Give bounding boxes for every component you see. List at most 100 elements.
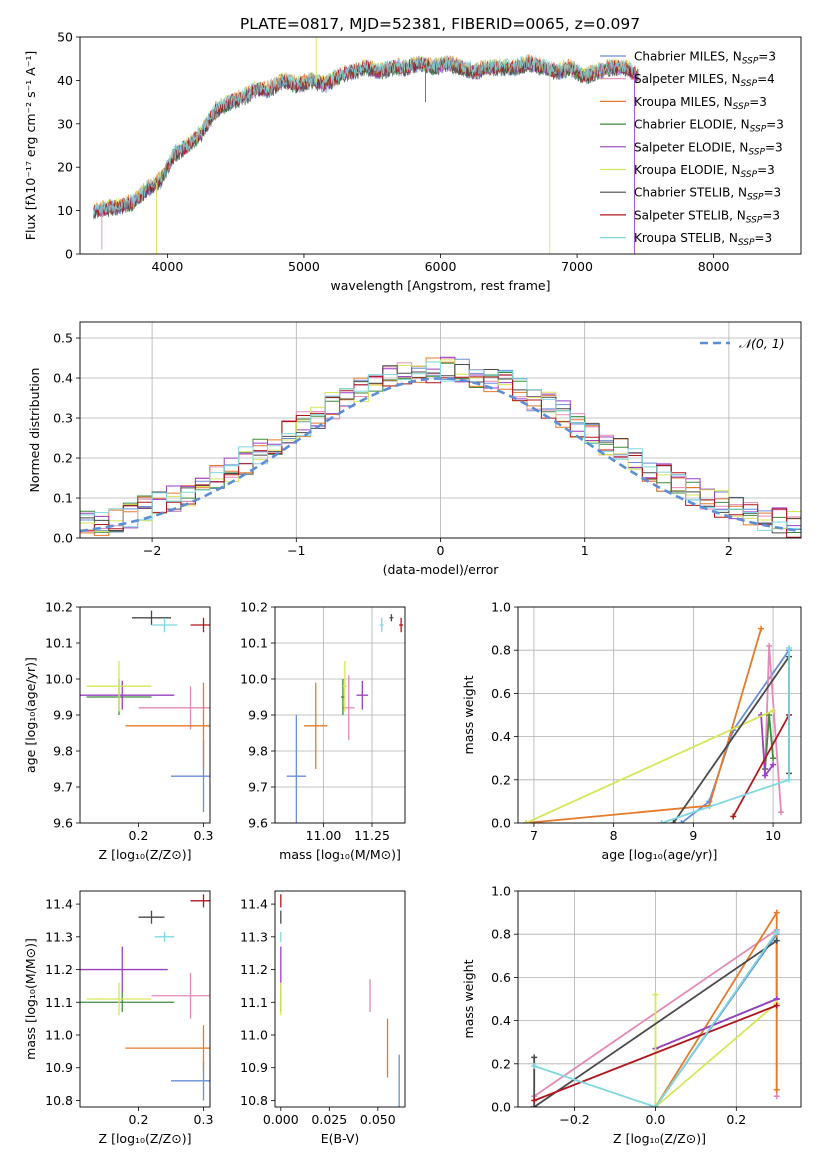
x-tick-label: 6000 — [425, 259, 457, 274]
y-tick-label: 11.3 — [240, 929, 268, 944]
residuals-axes: −2 −1 0 1 2 0.0 0.1 0.2 0.3 0.4 0.5 (data-model)/er… — [27, 321, 802, 577]
y-tick-label: 10.1 — [45, 636, 73, 651]
mass-vs-Z-axes: 0.2 0.3 10.8 10.9 11.0 11.1 11.2 11.3 11.4 Z [log… — [23, 890, 214, 1146]
x-tick-label: 8 — [610, 828, 618, 843]
legend-label: Chabrier MILES, NSSP=3 — [634, 50, 776, 67]
weight-line — [661, 648, 790, 823]
weight-marker — [531, 1062, 538, 1069]
x-tick-label: 0.3 — [194, 1112, 214, 1127]
x-tick-label: 8000 — [698, 259, 730, 274]
axes-frame — [274, 606, 406, 824]
y-tick-label: 30 — [57, 116, 73, 131]
weight-marker — [531, 1097, 538, 1104]
spectrum-line — [93, 57, 639, 219]
axes-frame — [517, 890, 802, 1108]
legend-label: Kroupa ELODIE, NSSP=3 — [634, 163, 775, 180]
y-tick-label: 20 — [57, 160, 73, 175]
y-tick-label: 10.2 — [240, 600, 268, 615]
x-tick-label: 0.0 — [646, 1112, 666, 1127]
spectrum-axes: 4000 5000 6000 7000 8000 0 10 20 30 40 50 wavelengt… — [23, 30, 802, 293]
axes-frame — [79, 321, 802, 539]
x-tick-label: 10 — [765, 828, 781, 843]
weight-marker — [770, 707, 777, 714]
y-tick-label: 0.4 — [491, 729, 511, 744]
figure-title: PLATE=0817, MJD=52381, FIBERID=0065, z=0… — [240, 15, 640, 33]
weight-marker — [652, 1104, 659, 1107]
y-tick-label: 10.8 — [45, 1093, 73, 1108]
x-axis-label: Z [log₁₀(Z/Z⊙)] — [99, 1131, 192, 1146]
histogram-series — [80, 374, 801, 538]
mass-vs-Z-marks — [80, 894, 210, 1101]
x-tick-label: 0.050 — [360, 1112, 396, 1127]
histogram-series — [80, 357, 801, 536]
x-tick-label: −2 — [143, 543, 161, 558]
histogram-series — [80, 357, 801, 538]
weight-marker — [786, 776, 793, 783]
spectrum-line — [93, 56, 639, 217]
x-tick-label: 7 — [530, 828, 538, 843]
y-tick-label: 10.9 — [45, 1060, 73, 1075]
weight-marker — [670, 820, 677, 823]
weight-marker — [773, 937, 780, 944]
legend-label: Chabrier ELODIE, NSSP=3 — [634, 118, 784, 135]
y-tick-label: 0.2 — [491, 772, 511, 787]
weight-line — [654, 994, 778, 1107]
legend-label: Chabrier STELIB, NSSP=3 — [634, 186, 781, 203]
mass-weight-vs-Z-marks — [531, 909, 780, 1107]
mass-weight-vs-Z-axes: −0.2 0.0 0.2 0.0 0.2 0.4 0.6 0.8 1.0 Z [log₁₀(Z/Z… — [461, 884, 802, 1146]
y-tick-label: 11.3 — [45, 929, 73, 944]
residuals-marks — [80, 356, 801, 538]
y-tick-label: 0.1 — [53, 491, 73, 506]
weight-line — [525, 628, 762, 823]
y-tick-label: 0.8 — [491, 927, 511, 942]
x-tick-label: 9 — [689, 828, 697, 843]
y-tick-label: 10.0 — [240, 672, 268, 687]
x-axis-label: mass [log₁₀(M/M⊙)] — [279, 847, 401, 862]
x-tick-label: 0 — [437, 543, 445, 558]
axes-frame — [79, 890, 211, 1108]
weight-marker — [531, 1054, 538, 1061]
y-tick-label: 0.0 — [491, 816, 511, 831]
x-tick-label: 11.25 — [354, 828, 390, 843]
y-tick-label: 0.2 — [491, 1056, 511, 1071]
y-axis-label: mass weight — [461, 675, 476, 754]
spectrum-line — [93, 57, 639, 220]
weight-marker — [652, 991, 659, 998]
y-tick-label: 0.2 — [53, 451, 73, 466]
x-axis-label: E(B-V) — [321, 1131, 360, 1146]
y-tick-label: 1.0 — [491, 600, 511, 615]
y-tick-label: 40 — [57, 73, 73, 88]
histogram-series — [80, 361, 801, 531]
x-tick-label: −0.2 — [559, 1112, 589, 1127]
axes-frame — [79, 36, 802, 255]
y-tick-label: 11.1 — [45, 995, 73, 1010]
x-axis-label: age [log₁₀(age/yr)] — [602, 847, 718, 862]
y-axis-label: Flux [fλ10⁻¹⁷ erg cm⁻² s⁻¹ A⁻¹] — [23, 51, 38, 240]
y-tick-label: 9.9 — [248, 708, 268, 723]
y-tick-label: 9.9 — [53, 708, 73, 723]
x-tick-label: 11.00 — [306, 828, 342, 843]
x-tick-label: 0.025 — [311, 1112, 347, 1127]
weight-marker — [658, 820, 665, 823]
spectrum-line — [93, 56, 639, 217]
mass-vs-ebv-axes: 0.000 0.025 0.050 10.8 10.9 11.0 11.1 11.2 11.3 1… — [240, 890, 406, 1146]
y-tick-label: 0.8 — [491, 643, 511, 658]
weight-marker — [758, 625, 765, 632]
x-tick-label: −1 — [287, 543, 305, 558]
mass-vs-ebv-marks — [280, 894, 400, 1107]
x-axis-label: (data-model)/error — [383, 562, 500, 577]
y-tick-label: 9.7 — [53, 780, 73, 795]
spectrum-line — [93, 55, 639, 217]
mass-weight-vs-age-marks — [522, 625, 793, 823]
weight-marker — [770, 755, 777, 762]
weight-line — [654, 909, 778, 1107]
age-vs-Z-marks — [80, 610, 210, 813]
spectrum-marks — [93, 37, 639, 254]
age-vs-mass-axes: 11.00 11.25 9.6 9.7 9.8 9.9 10.0 10.1 10.2 mass [… — [240, 600, 406, 862]
y-tick-label: 9.8 — [53, 744, 73, 759]
y-tick-label: 1.0 — [491, 884, 511, 899]
y-tick-label: 10.8 — [240, 1093, 268, 1108]
histogram-series — [80, 359, 801, 532]
x-axis-label: Z [log₁₀(Z/Z⊙)] — [613, 1131, 706, 1146]
